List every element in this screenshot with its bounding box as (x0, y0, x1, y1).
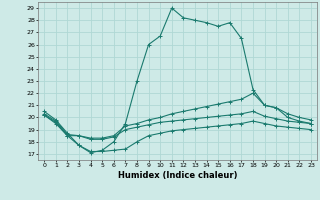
X-axis label: Humidex (Indice chaleur): Humidex (Indice chaleur) (118, 171, 237, 180)
